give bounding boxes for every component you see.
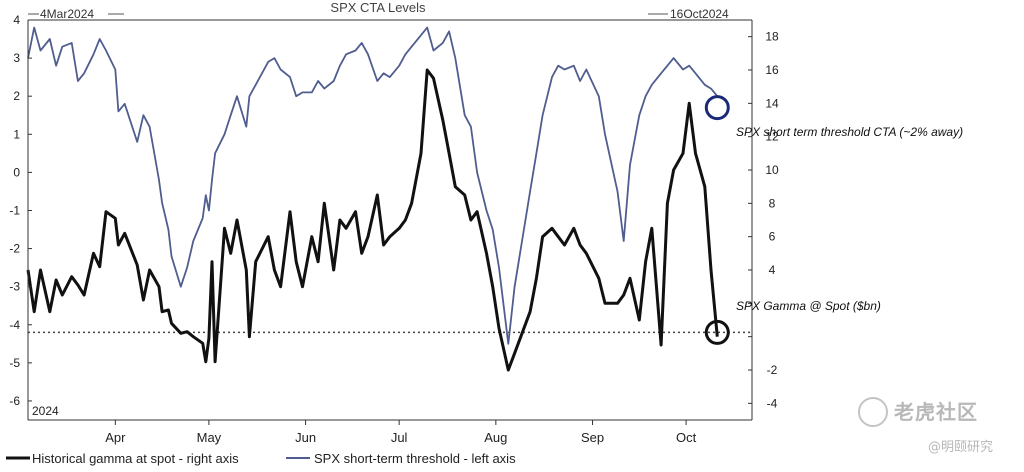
watermark-logo-icon [858, 396, 888, 427]
right-tick-label: 4 [769, 263, 776, 277]
right-tick-label: 18 [765, 30, 779, 44]
left-tick-label: -5 [9, 356, 20, 370]
series-line-threshold [27, 26, 718, 345]
year-label: 2024 [32, 404, 59, 418]
series-line-gamma [26, 68, 719, 372]
x-tick-label: Sep [581, 430, 604, 445]
annotation-layer: SPX short term threshold CTA (~2% away) S… [704, 95, 963, 345]
left-tick-label: -3 [9, 280, 20, 294]
right-tick-label: 12 [765, 130, 779, 144]
annotation-label: SPX Gamma @ Spot ($bn) [736, 299, 881, 313]
watermark-secondary: @明颐研究 [928, 440, 994, 455]
legend: Historical gamma at spot - right axis SPX… [6, 451, 516, 466]
left-tick-label: 4 [13, 13, 20, 27]
left-tick-label: 2 [13, 89, 20, 103]
annotation-marker [704, 319, 730, 345]
right-tick-label: -2 [767, 363, 778, 377]
x-tick-label: Aug [484, 430, 507, 445]
left-tick-label: 1 [13, 127, 20, 141]
legend-label-threshold: SPX short-term threshold - left axis [314, 451, 516, 466]
left-tick-label: -2 [9, 242, 20, 256]
left-tick-label: 3 [13, 51, 20, 65]
watermark-primary: 老虎社区 [858, 396, 978, 429]
left-tick-label: 0 [13, 165, 20, 179]
right-tick-label: -4 [767, 396, 778, 410]
start-date-label: 4Mar2024 [40, 7, 94, 21]
plot-area [28, 20, 752, 420]
x-tick-label: May [197, 430, 222, 445]
right-tick-label: 10 [765, 163, 779, 177]
annotation-label: SPX short term threshold CTA (~2% away) [736, 125, 963, 139]
left-tick-label: -1 [9, 203, 20, 217]
right-tick-label: 14 [765, 96, 779, 110]
end-date-label: 16Oct2024 [670, 7, 729, 21]
legend-label-gamma: Historical gamma at spot - right axis [32, 451, 239, 466]
annotation-marker [704, 95, 730, 121]
watermark-primary-text: 老虎社区 [894, 400, 978, 424]
x-tick-label: Oct [676, 430, 697, 445]
right-tick-label: 16 [765, 63, 779, 77]
x-tick-label: Apr [105, 430, 126, 445]
x-tick-label: Jul [391, 430, 408, 445]
series-layer [26, 26, 719, 372]
chart-title: SPX CTA Levels [330, 0, 426, 15]
left-tick-label: -6 [9, 394, 20, 408]
x-tick-label: Jun [295, 430, 316, 445]
left-tick-label: -4 [9, 318, 20, 332]
right-tick-label: 8 [769, 196, 776, 210]
right-tick-label: 6 [769, 230, 776, 244]
